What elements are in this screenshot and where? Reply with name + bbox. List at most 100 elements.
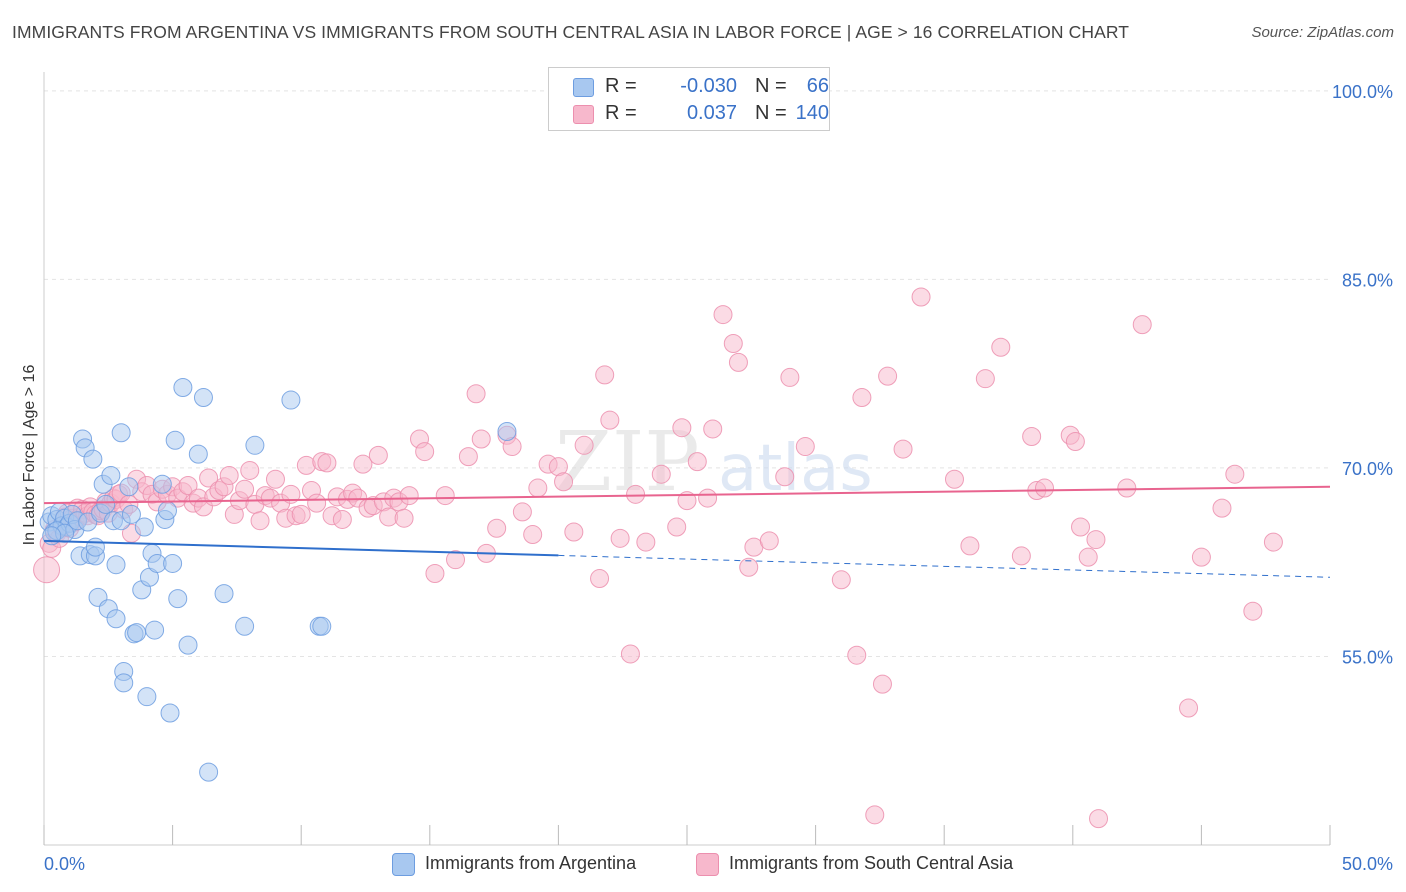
argentina-point bbox=[85, 537, 105, 557]
argentina-swatch bbox=[573, 78, 594, 97]
south-central-asia-point bbox=[574, 435, 594, 455]
south-central-asia-point bbox=[523, 525, 543, 545]
south-central-asia-point bbox=[219, 465, 239, 485]
south-central-asia-point bbox=[528, 478, 548, 498]
argentina-point bbox=[96, 494, 116, 514]
south-central-asia-point bbox=[1078, 547, 1098, 567]
south-central-asia-point bbox=[1263, 532, 1283, 552]
argentina-legend-swatch bbox=[392, 853, 415, 876]
argentina-point bbox=[193, 388, 213, 408]
south-central-asia-point bbox=[1011, 546, 1031, 566]
south-central-asia-point bbox=[435, 486, 455, 506]
south-central-asia-point bbox=[893, 439, 913, 459]
argentina-point bbox=[145, 620, 165, 640]
argentina-point bbox=[152, 474, 172, 494]
south-central-asia-point bbox=[1071, 517, 1091, 537]
south-central-asia-point bbox=[466, 384, 486, 404]
south-central-asia-point bbox=[415, 442, 435, 462]
south-central-asia-point bbox=[1212, 498, 1232, 518]
correlation-legend: R = -0.030 N = 66 R = 0.037 N = 140 bbox=[548, 67, 830, 131]
south-central-asia-point bbox=[368, 445, 388, 465]
argentina-trend-line bbox=[43, 539, 559, 557]
y-tick-label: 70.0% bbox=[1342, 459, 1393, 479]
south-central-asia-point bbox=[240, 460, 260, 480]
south-central-asia-point bbox=[33, 556, 61, 584]
south-central-asia-swatch bbox=[573, 105, 594, 124]
south-central-asia-point bbox=[847, 645, 867, 665]
south-central-asia-point bbox=[703, 419, 723, 439]
argentina-point bbox=[111, 423, 131, 443]
south-central-asia-point bbox=[199, 468, 219, 488]
argentina-trend-extension bbox=[558, 554, 1331, 578]
south-central-asia-point bbox=[759, 531, 779, 551]
argentina-point bbox=[127, 623, 147, 643]
axes bbox=[43, 72, 1331, 846]
south-central-asia-point bbox=[265, 469, 285, 489]
argentina-point bbox=[497, 421, 517, 441]
south-central-asia-point bbox=[332, 509, 352, 529]
south-central-asia-point bbox=[595, 365, 615, 385]
south-central-asia-point bbox=[698, 488, 718, 508]
argentina-point bbox=[119, 477, 139, 497]
argentina-point bbox=[106, 555, 126, 575]
argentina-point bbox=[199, 762, 219, 782]
argentina-point bbox=[168, 589, 188, 609]
argentina-point bbox=[137, 687, 157, 707]
south-central-asia-point bbox=[250, 511, 270, 531]
south-central-asia-point bbox=[795, 437, 815, 457]
south-central-asia-point bbox=[353, 454, 373, 474]
y-tick-label: 100.0% bbox=[1332, 82, 1393, 102]
south-central-asia-point bbox=[872, 674, 892, 694]
south-central-asia-point bbox=[600, 410, 620, 430]
south-central-asia-point bbox=[1243, 601, 1263, 621]
south-central-asia-point bbox=[667, 517, 687, 537]
south-central-asia-point bbox=[677, 491, 697, 511]
south-central-asia-point bbox=[317, 453, 337, 473]
r-label: R = bbox=[605, 75, 637, 97]
argentina-point bbox=[157, 501, 177, 521]
south-central-asia-point bbox=[1225, 464, 1245, 484]
y-tick-label: 85.0% bbox=[1342, 270, 1393, 290]
x-tick-label: 50.0% bbox=[1342, 854, 1393, 874]
south-central-asia-point bbox=[687, 452, 707, 472]
south-central-asia-point bbox=[626, 484, 646, 504]
series-legend: Immigrants from Argentina Immigrants fro… bbox=[0, 852, 1406, 878]
south-central-asia-point bbox=[651, 464, 671, 484]
south-central-asia-point bbox=[723, 333, 743, 353]
n-label: N = bbox=[755, 75, 787, 97]
legend-label: Immigrants from Argentina bbox=[425, 853, 637, 873]
argentina-point bbox=[163, 553, 183, 573]
south-central-asia-point bbox=[713, 305, 733, 325]
south-central-asia-point bbox=[1065, 432, 1085, 452]
south-central-asia-point bbox=[458, 447, 478, 467]
south-central-asia-point bbox=[307, 493, 327, 513]
south-central-asia-point bbox=[564, 522, 584, 542]
south-central-asia-point bbox=[487, 518, 507, 538]
south-central-asia-point bbox=[728, 352, 748, 372]
south-central-asia-point bbox=[1179, 698, 1199, 718]
argentina-point bbox=[165, 430, 185, 450]
south-central-asia-point bbox=[775, 467, 795, 487]
argentina-point bbox=[245, 435, 265, 455]
south-central-asia-point bbox=[780, 367, 800, 387]
south-central-asia-point bbox=[178, 476, 198, 496]
argentina-point bbox=[173, 377, 193, 397]
south-central-asia-point bbox=[394, 508, 414, 528]
south-central-asia-point bbox=[865, 805, 885, 825]
argentina-point bbox=[83, 449, 103, 469]
chart-title: IMMIGRANTS FROM ARGENTINA VS IMMIGRANTS … bbox=[12, 22, 1130, 42]
r-value: 0.037 bbox=[686, 102, 737, 124]
argentina-point bbox=[121, 504, 141, 524]
south-central-asia-point bbox=[471, 429, 491, 449]
south-central-asia-point bbox=[852, 388, 872, 408]
argentina-point bbox=[106, 609, 126, 629]
south-central-asia-point bbox=[610, 528, 630, 548]
south-central-asia-point bbox=[590, 569, 610, 589]
r-label: R = bbox=[605, 102, 637, 124]
south-central-asia-legend-swatch bbox=[696, 853, 719, 876]
argentina-point bbox=[235, 616, 255, 636]
south-central-asia-trend-line bbox=[43, 485, 1331, 505]
series-argentina-points bbox=[39, 377, 517, 782]
south-central-asia-point bbox=[672, 418, 692, 438]
